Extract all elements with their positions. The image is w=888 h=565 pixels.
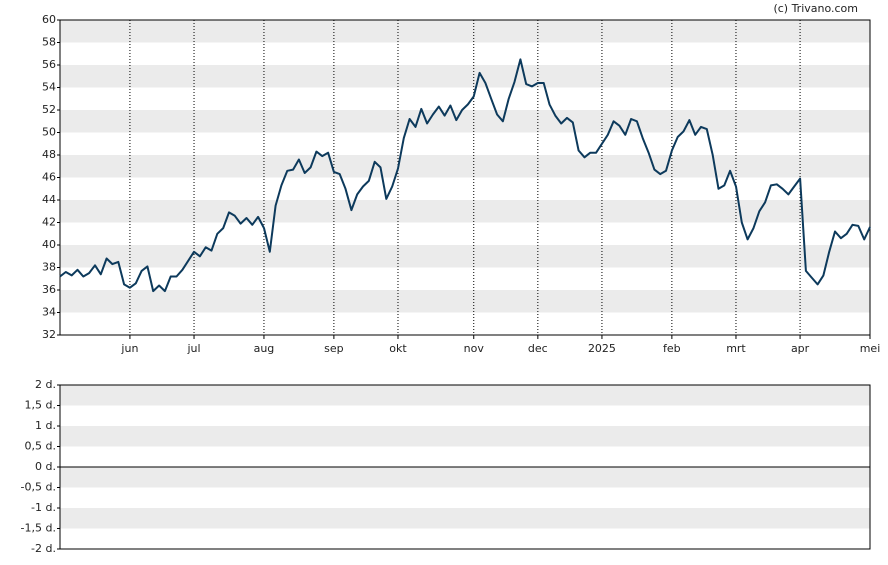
- x-tick-label: apr: [791, 342, 810, 355]
- y-tick-label: 1 d.: [35, 419, 56, 432]
- grid-band: [60, 290, 870, 313]
- x-tick-label: jun: [120, 342, 138, 355]
- grid-band: [60, 20, 870, 43]
- y-tick-label: 60: [42, 13, 56, 26]
- y-tick-label: 56: [42, 58, 56, 71]
- grid-band: [60, 200, 870, 223]
- x-tick-label: okt: [389, 342, 407, 355]
- y-tick-label: 0,5 d.: [25, 440, 56, 453]
- grid-band: [60, 245, 870, 268]
- y-tick-label: -1,5 d.: [21, 522, 56, 535]
- grid-band: [60, 508, 870, 529]
- y-tick-label: 36: [42, 283, 56, 296]
- x-tick-label: aug: [254, 342, 275, 355]
- y-tick-label: 52: [42, 103, 56, 116]
- price-line: [59, 58, 871, 293]
- source: (c) Trivano.com: [773, 2, 858, 15]
- y-tick-label: 50: [42, 126, 56, 139]
- y-tick-label: 2 d.: [35, 378, 56, 391]
- y-tick-label: 34: [42, 306, 56, 319]
- y-tick-label: -2 d.: [31, 542, 56, 555]
- y-tick-label: 38: [42, 261, 56, 274]
- y-tick-label: 46: [42, 171, 56, 184]
- x-tick-label: mrt: [726, 342, 746, 355]
- grid-band: [60, 110, 870, 133]
- y-tick-label: 42: [42, 216, 56, 229]
- grid-band: [60, 385, 870, 406]
- y-tick-label: 48: [42, 148, 56, 161]
- y-tick-label: -0,5 d.: [21, 481, 56, 494]
- grid-band: [60, 65, 870, 88]
- plot-frame: [59, 384, 871, 550]
- plot-frame: [59, 19, 871, 336]
- y-tick-label: 54: [42, 81, 56, 94]
- y-tick-label: 44: [42, 193, 56, 206]
- x-tick-label: sep: [324, 342, 343, 355]
- y-tick-label: 1,5 d.: [25, 399, 56, 412]
- y-tick-label: 0 d.: [35, 460, 56, 473]
- x-tick-label: jul: [186, 342, 200, 355]
- y-tick-label: -1 d.: [31, 501, 56, 514]
- grid-band: [60, 155, 870, 178]
- y-tick-label: 32: [42, 328, 56, 341]
- grid-band: [60, 426, 870, 447]
- y-tick-label: 58: [42, 36, 56, 49]
- x-tick-label: mei: [860, 342, 881, 355]
- x-tick-label: dec: [528, 342, 548, 355]
- x-tick-label: feb: [663, 342, 681, 355]
- grid-band: [60, 467, 870, 488]
- y-tick-label: 40: [42, 238, 56, 251]
- x-tick-label: 2025: [588, 342, 616, 355]
- x-tick-label: nov: [464, 342, 485, 355]
